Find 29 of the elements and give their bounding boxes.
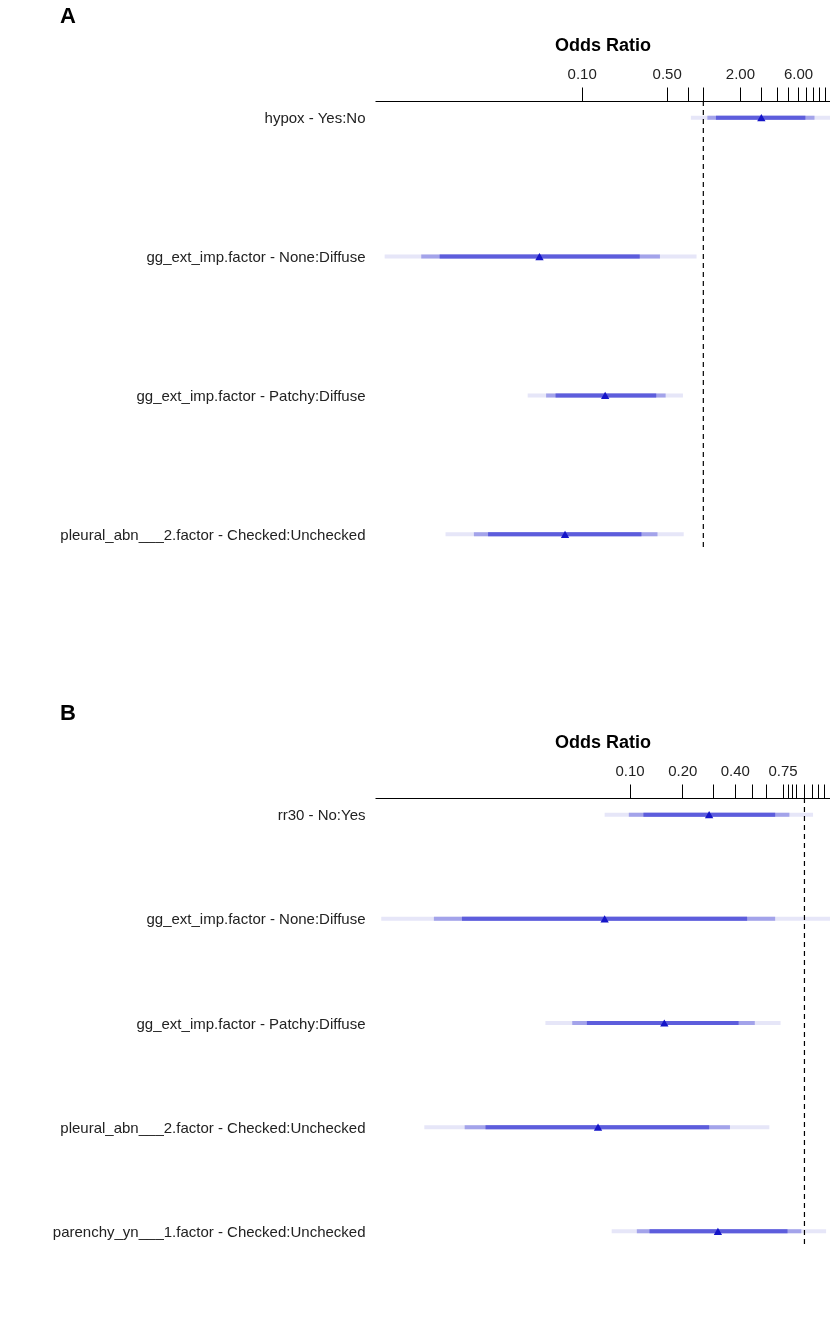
x-axis-title: Odds Ratio xyxy=(554,34,652,55)
bar xyxy=(485,1125,710,1130)
y-tick-label: gg_ext_imp.factor - None:Diffuse xyxy=(146,910,366,928)
x-tick-label: 0.10 xyxy=(615,761,645,779)
y-tick-label: pleural_abn___2.factor - Checked:Unchecked xyxy=(60,525,366,543)
y-tick-label: parenchy_yn___1.factor - Checked:Unchecked xyxy=(52,1222,366,1240)
x-tick-label: 0.40 xyxy=(720,761,750,779)
bar xyxy=(649,1229,788,1234)
x-tick-label: 6.00 xyxy=(783,64,814,82)
y-tick-label: rr30 - No:Yes xyxy=(277,806,366,824)
bar xyxy=(586,1021,739,1025)
bar xyxy=(488,532,642,537)
text: B xyxy=(60,700,76,725)
x-axis-title: Odds Ratio xyxy=(554,731,652,752)
x-tick-label: 0.50 xyxy=(652,64,682,82)
y-tick-label: pleural_abn___2.factor - Checked:Unchecked xyxy=(60,1118,366,1136)
bar xyxy=(643,812,776,817)
y-tick-label: gg_ext_imp.factor - None:Diffuse xyxy=(146,248,366,266)
bar xyxy=(715,115,806,120)
y-tick-label: gg_ext_imp.factor - Patchy:Diffuse xyxy=(136,386,366,404)
text: A xyxy=(60,3,76,28)
bar xyxy=(461,916,748,921)
bar xyxy=(439,254,640,259)
x-tick-label: 0.20 xyxy=(668,761,698,779)
y-tick-label: hypox - Yes:No xyxy=(264,109,366,127)
x-tick-label: 2.00 xyxy=(725,64,756,82)
x-tick-label: 0.10 xyxy=(567,64,597,82)
y-tick-label: gg_ext_imp.factor - Patchy:Diffuse xyxy=(136,1014,366,1032)
x-tick-label: 0.75 xyxy=(768,761,798,779)
